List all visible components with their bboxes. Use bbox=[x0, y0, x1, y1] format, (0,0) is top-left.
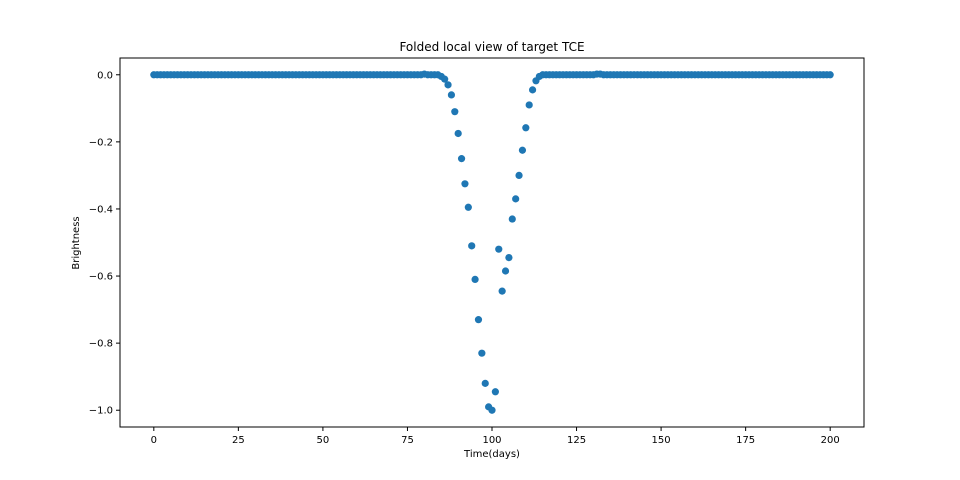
data-point bbox=[518, 146, 527, 154]
x-tick-label: 175 bbox=[736, 435, 755, 446]
data-point bbox=[525, 101, 533, 109]
x-tick-label: 100 bbox=[482, 435, 501, 446]
x-tick-label: 200 bbox=[821, 435, 840, 446]
data-point bbox=[488, 406, 496, 414]
x-tick-label: 125 bbox=[567, 435, 586, 446]
y-tick-label: −0.4 bbox=[89, 204, 113, 215]
data-points bbox=[150, 70, 834, 414]
data-point bbox=[441, 75, 449, 83]
x-axis: 0 25 50 75 100 125 150 175 200 bbox=[151, 427, 840, 446]
y-tick-label: −0.8 bbox=[89, 339, 113, 350]
data-point bbox=[539, 71, 547, 79]
data-point bbox=[454, 129, 462, 138]
y-axis: 0.0 −0.2 −0.4 −0.6 −0.8 −1.0 bbox=[89, 70, 120, 417]
chart-title: Folded local view of target TCE bbox=[399, 40, 584, 54]
data-point bbox=[528, 86, 537, 94]
data-point bbox=[495, 245, 503, 253]
x-tick-label: 25 bbox=[232, 435, 245, 446]
y-tick-label: −0.6 bbox=[89, 272, 113, 283]
plot-frame bbox=[119, 57, 865, 428]
x-tick-label: 50 bbox=[317, 435, 330, 446]
data-point bbox=[826, 71, 834, 79]
data-point bbox=[474, 316, 483, 324]
y-tick-label: −0.2 bbox=[89, 137, 113, 148]
x-axis-title: Time(days) bbox=[463, 449, 520, 460]
data-point bbox=[464, 203, 472, 211]
x-tick-label: 150 bbox=[652, 435, 671, 446]
data-point bbox=[505, 254, 513, 262]
data-point bbox=[444, 81, 452, 89]
data-point bbox=[451, 108, 459, 116]
data-point bbox=[501, 267, 510, 275]
data-point bbox=[461, 180, 469, 188]
data-point bbox=[596, 70, 604, 78]
data-point bbox=[508, 215, 516, 223]
data-point bbox=[468, 242, 476, 250]
data-point bbox=[522, 124, 530, 132]
data-point bbox=[515, 171, 523, 180]
data-point bbox=[447, 91, 456, 99]
x-tick-label: 0 bbox=[151, 435, 157, 446]
y-axis-title: Brightness bbox=[71, 216, 82, 269]
x-tick-label: 75 bbox=[401, 435, 414, 446]
data-point bbox=[471, 275, 479, 283]
data-point bbox=[481, 379, 489, 387]
data-point bbox=[457, 155, 466, 163]
data-point bbox=[498, 287, 506, 295]
y-tick-label: 0.0 bbox=[97, 70, 113, 81]
y-tick-label: −1.0 bbox=[89, 406, 113, 417]
data-point bbox=[478, 349, 486, 357]
data-point bbox=[491, 388, 499, 396]
data-point bbox=[512, 195, 520, 203]
